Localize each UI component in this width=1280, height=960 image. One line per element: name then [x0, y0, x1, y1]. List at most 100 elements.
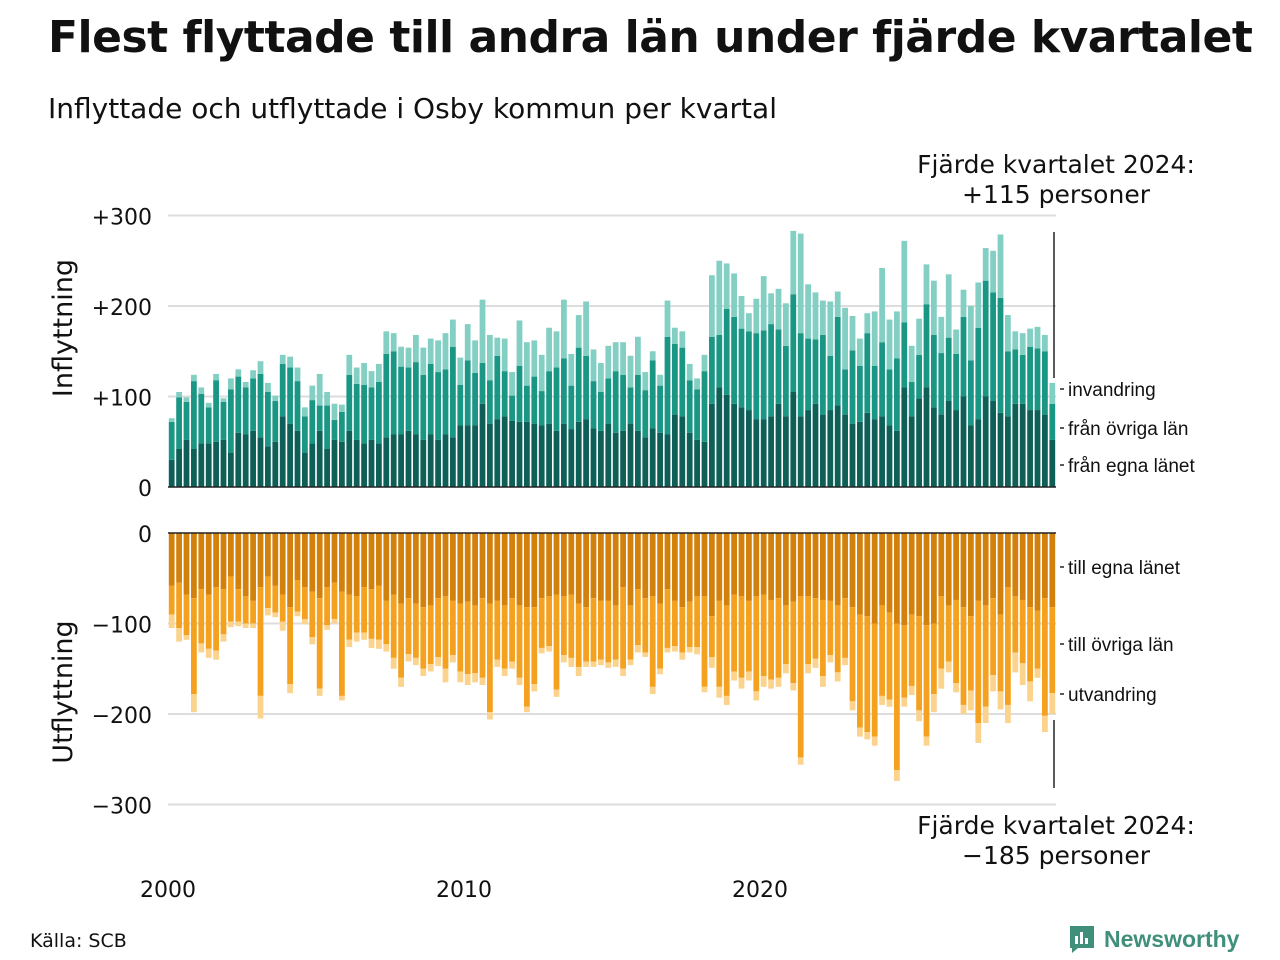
bar-segment-ut_utvandring — [820, 675, 826, 687]
bar-segment-ut_ovriga — [442, 596, 449, 669]
bar-segment-ut_ovriga — [923, 625, 930, 737]
bar-segment-in_egna — [968, 425, 974, 487]
bar-segment-ut_ovriga — [531, 607, 538, 685]
bar-segment-ut_ovriga — [1012, 596, 1019, 653]
bar-segment-ut_egna — [1012, 533, 1019, 597]
bar-segment-in_ovriga — [938, 353, 945, 415]
bar-segment-ut_egna — [916, 533, 922, 617]
bar-segment-ut_ovriga — [168, 585, 175, 615]
bar-segment-in_invandring — [598, 363, 604, 392]
bar-segment-ut_utvandring — [501, 668, 508, 676]
bar-segment-ut_ovriga — [598, 600, 604, 660]
bar-segment-ut_egna — [968, 533, 974, 617]
bar-segment-ut_ovriga — [568, 594, 575, 658]
bar-segment-in_ovriga — [198, 393, 205, 444]
bar-segment-ut_ovriga — [775, 598, 782, 678]
bar-segment-in_egna — [191, 448, 197, 487]
bar-segment-ut_utvandring — [265, 608, 271, 616]
bar-segment-ut_egna — [731, 533, 737, 595]
bar-segment-ut_ovriga — [931, 623, 937, 695]
bar-segment-ut_utvandring — [398, 677, 404, 687]
bar-segment-ut_utvandring — [827, 655, 834, 663]
y-tick-label: 0 — [138, 477, 152, 502]
bar-segment-in_ovriga — [790, 294, 797, 392]
bar-segment-in_ovriga — [635, 374, 641, 431]
bar-segment-in_egna — [294, 430, 301, 487]
bar-segment-in_ovriga — [894, 358, 900, 431]
bar-segment-ut_egna — [908, 533, 915, 615]
bar-segment-in_ovriga — [405, 367, 412, 431]
bar-segment-ut_utvandring — [635, 645, 641, 653]
bar-segment-in_egna — [1019, 403, 1026, 487]
bar-segment-ut_ovriga — [361, 587, 367, 633]
bar-segment-ut_utvandring — [694, 647, 700, 655]
bar-segment-in_invandring — [1049, 382, 1056, 404]
bar-segment-in_egna — [450, 437, 456, 487]
bar-segment-ut_egna — [346, 533, 353, 595]
bar-segment-ut_utvandring — [198, 643, 205, 653]
bar-segment-in_invandring — [524, 342, 530, 386]
bar-segment-in_ovriga — [1049, 403, 1056, 440]
bar-segment-ut_ovriga — [220, 589, 227, 635]
bar-segment-in_ovriga — [916, 354, 922, 399]
bar-segment-ut_egna — [664, 533, 671, 590]
bar-segment-ut_ovriga — [191, 598, 197, 695]
bar-segment-in_invandring — [997, 234, 1004, 298]
bar-segment-ut_ovriga — [1019, 599, 1026, 664]
bar-segment-in_egna — [790, 391, 797, 487]
bar-segment-ut_ovriga — [331, 582, 338, 619]
bar-segment-ut_utvandring — [183, 635, 190, 640]
bar-segment-ut_egna — [501, 533, 508, 606]
bar-segment-ut_egna — [168, 533, 175, 586]
bar-segment-in_invandring — [716, 260, 723, 335]
bar-segment-in_ovriga — [205, 407, 212, 444]
bar-segment-in_invandring — [901, 240, 908, 323]
bar-segment-in_invandring — [620, 342, 626, 375]
bar-segment-ut_ovriga — [857, 614, 863, 728]
bar-segment-ut_egna — [176, 533, 182, 583]
bar-segment-in_ovriga — [287, 367, 293, 424]
annotation-line: +115 personer — [962, 180, 1151, 209]
bar-segment-in_egna — [842, 414, 848, 487]
bar-segment-ut_egna — [538, 533, 545, 599]
bar-segment-ut_egna — [183, 533, 190, 595]
bar-segment-ut_egna — [353, 533, 360, 597]
bar-segment-in_ovriga — [783, 345, 789, 417]
bar-segment-in_invandring — [405, 347, 412, 368]
bar-segment-in_invandring — [294, 367, 301, 382]
bar-segment-ut_utvandring — [871, 736, 878, 746]
series-label: invandring — [1068, 380, 1156, 401]
bar-segment-in_invandring — [960, 289, 967, 317]
bar-segment-in_egna — [361, 443, 367, 487]
bar-segment-ut_ovriga — [198, 589, 205, 644]
bar-segment-ut_ovriga — [738, 596, 745, 678]
bar-segment-ut_ovriga — [783, 605, 789, 665]
bar-segment-ut_utvandring — [353, 632, 360, 642]
bar-segment-ut_egna — [235, 533, 242, 590]
bar-segment-ut_ovriga — [353, 596, 360, 633]
newsworthy-logo: Newsworthy — [1068, 924, 1239, 954]
bar-segment-in_egna — [265, 446, 271, 487]
bar-segment-ut_utvandring — [968, 690, 974, 711]
bar-segment-ut_utvandring — [723, 695, 730, 705]
bar-segment-in_invandring — [916, 318, 922, 355]
bar-segment-in_egna — [768, 416, 774, 487]
bar-segment-in_invandring — [923, 264, 930, 305]
bar-segment-ut_utvandring — [598, 659, 604, 666]
bar-segment-in_ovriga — [524, 385, 530, 422]
bar-segment-ut_utvandring — [1005, 704, 1011, 724]
bar-segment-in_egna — [620, 430, 626, 487]
bar-segment-ut_egna — [849, 533, 856, 608]
x-tick-label: 2010 — [436, 878, 492, 903]
bar-segment-in_egna — [775, 403, 782, 487]
bar-segment-in_invandring — [561, 299, 567, 359]
bar-segment-ut_utvandring — [383, 644, 390, 652]
bar-segment-ut_utvandring — [464, 674, 471, 686]
bar-segment-in_ovriga — [538, 391, 545, 426]
bar-segment-ut_ovriga — [968, 616, 974, 691]
bar-segment-in_egna — [871, 419, 878, 488]
y-tick-label: 0 — [138, 523, 152, 548]
bar-segment-in_egna — [176, 448, 182, 487]
bar-segment-ut_ovriga — [346, 594, 353, 640]
bar-segment-ut_utvandring — [975, 723, 982, 743]
